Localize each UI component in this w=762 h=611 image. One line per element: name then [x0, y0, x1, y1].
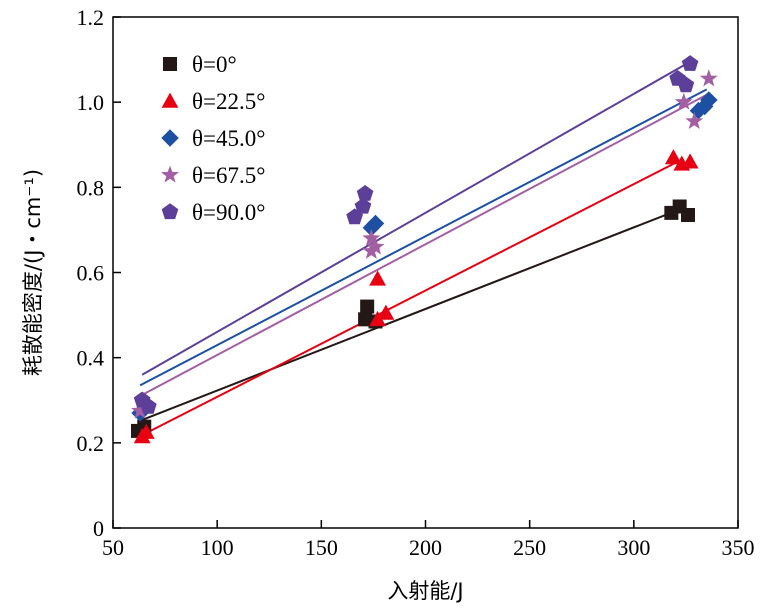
fit-lines	[137, 60, 710, 437]
legend-marker	[161, 165, 179, 183]
legend-marker	[163, 57, 177, 71]
y-tick-label: 1.0	[77, 90, 105, 115]
data-point-1	[137, 423, 155, 439]
fit-line-0	[137, 206, 685, 423]
legend-label: θ=90.0°	[192, 200, 265, 225]
data-point-1	[369, 310, 386, 327]
legend-label: θ=67.5°	[192, 163, 265, 188]
x-tick-label: 250	[513, 535, 546, 560]
x-axis-title: 入射能/J	[387, 579, 463, 603]
x-tick-label: 100	[201, 535, 234, 560]
data-markers	[131, 55, 718, 444]
x-tick-label: 300	[617, 535, 650, 560]
data-point-1	[665, 149, 682, 165]
y-axis-ticks: 0 0.2 0.4 0.6 0.8 1.0 1.2	[77, 5, 121, 541]
legend-marker	[161, 203, 179, 220]
y-tick-label: 0.4	[77, 346, 105, 371]
legend-marker	[161, 129, 179, 147]
data-point-3	[362, 229, 381, 247]
data-point-2	[366, 214, 385, 233]
y-axis-title: 耗散能密度/(J・cm⁻¹)	[21, 169, 45, 376]
fit-line-1	[141, 158, 683, 437]
data-point-0	[360, 299, 375, 314]
legend-marker	[161, 92, 179, 108]
y-tick-label: 0.2	[77, 431, 105, 456]
y-tick-label: 1.2	[77, 5, 105, 30]
x-tick-label: 50	[102, 535, 124, 560]
data-point-3	[674, 92, 693, 110]
fit-line-2	[139, 88, 708, 387]
data-point-2	[700, 91, 718, 109]
legend-label: θ=45.0°	[192, 126, 265, 151]
data-point-4	[677, 76, 695, 93]
data-point-4	[354, 197, 372, 214]
legend: θ=0° θ=22.5° θ=45.0° θ=67.5° θ=90.0°	[161, 52, 265, 225]
data-point-3	[699, 69, 718, 87]
data-point-4	[681, 55, 699, 71]
data-point-1	[377, 304, 395, 320]
data-point-3	[685, 111, 704, 129]
y-tick-label: 0	[93, 516, 104, 541]
data-point-1	[681, 153, 699, 169]
data-point-1	[369, 270, 386, 286]
legend-label: θ=22.5°	[192, 89, 265, 114]
legend-label: θ=0°	[192, 52, 237, 77]
x-tick-label: 350	[722, 535, 755, 560]
y-tick-label: 0.8	[77, 175, 105, 200]
data-point-0	[681, 208, 695, 223]
fit-line-3	[139, 92, 710, 397]
x-tick-label: 150	[305, 535, 338, 560]
x-tick-label: 200	[409, 535, 442, 560]
data-point-4	[356, 185, 374, 201]
y-tick-label: 0.6	[77, 261, 105, 286]
fit-line-4	[141, 60, 691, 376]
x-axis-ticks: 50 100 150 200 250 300 350	[102, 520, 755, 560]
data-point-4	[140, 397, 157, 414]
data-point-3	[366, 237, 385, 255]
